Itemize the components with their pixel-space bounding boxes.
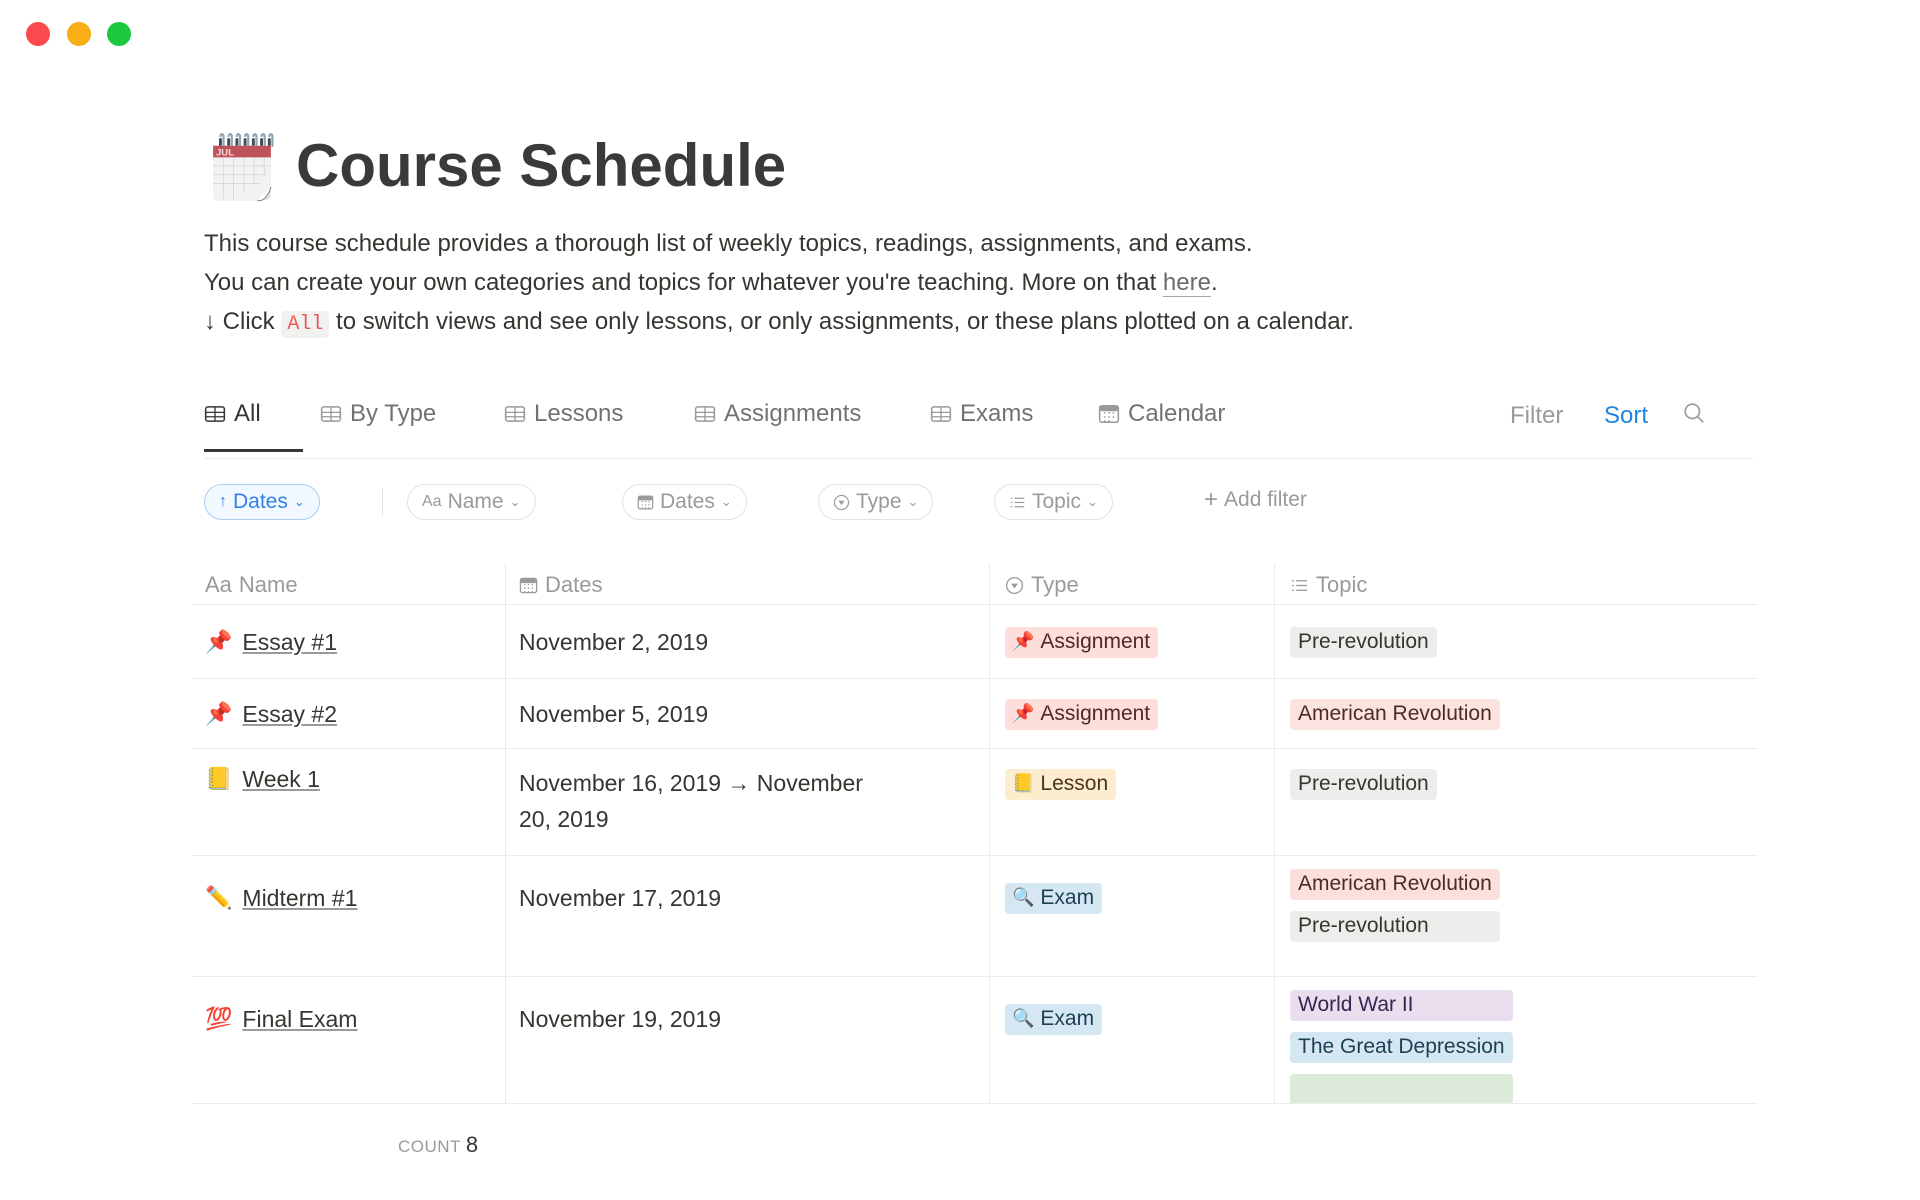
- svg-text:JUL: JUL: [216, 148, 234, 159]
